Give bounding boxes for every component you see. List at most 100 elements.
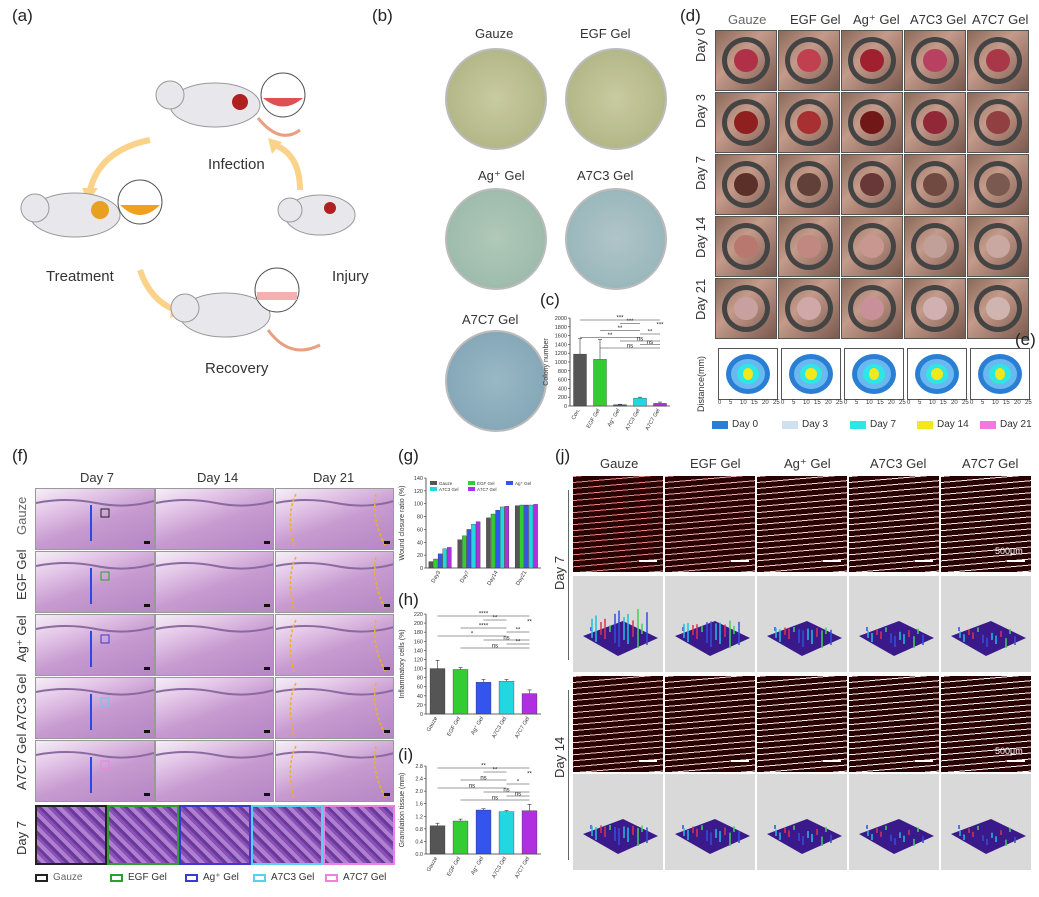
y-tick-label: 0.8: [415, 827, 423, 833]
bar: [533, 504, 538, 569]
x-tick-label: A7C7 Gel: [514, 716, 531, 740]
photo-col-gauze: Gauze: [728, 12, 767, 27]
panel-j-label: (j): [555, 446, 571, 465]
legend-day0: Day 0: [732, 419, 759, 430]
wound-trace-legend: Day 0 Day 3 Day 7 Day 14 Day 21: [712, 418, 1037, 432]
x-tick-label: Day3: [430, 570, 442, 584]
y-tick-label: 1200: [555, 351, 567, 357]
fluorescence-image: [757, 476, 847, 572]
bar: [462, 535, 467, 569]
histology-image: [275, 740, 394, 802]
he-legend-gauze: Gauze: [53, 872, 83, 883]
wound-photo: [841, 278, 903, 339]
heatmap-tick: 10: [866, 400, 873, 406]
rat-treatment-icon: [20, 179, 163, 238]
bar: [437, 553, 443, 569]
wound-photo: [778, 216, 840, 277]
y-tick-label: 40: [417, 694, 423, 700]
y-tick-label: 20: [417, 553, 423, 559]
histology-zoom-image: [251, 805, 323, 865]
significance-mark: ns: [503, 636, 509, 642]
histology-image: [155, 614, 274, 676]
he-row-a7c7: A7C7 Gel: [14, 733, 29, 790]
fluorescence-image: [849, 676, 939, 772]
he-legend-a7c3: A7C3 Gel: [271, 872, 315, 883]
wound-photo: [904, 154, 966, 215]
wound-photo-grid: [715, 30, 1033, 340]
heatmap-tick: 25: [773, 400, 780, 406]
y-tick-label: 2.0: [415, 789, 423, 795]
he-row-a7c3: A7C3 Gel: [14, 673, 29, 730]
granulation-tissue-chart: 0.0 0.4 0.8 1.2 1.6 2.0 2.4 2.8 Granulation tiss…: [399, 764, 541, 880]
y-tick-label: 60: [417, 527, 423, 533]
heatmap-tick: 0: [718, 400, 722, 406]
fluo-col-gauze: Gauze: [600, 456, 639, 471]
he-row-egf: EGF Gel: [14, 549, 29, 600]
wound-trace-plot: [907, 348, 967, 400]
bar: [500, 506, 505, 569]
fluorescence-image: [665, 676, 755, 772]
bar: [593, 359, 607, 407]
x-tick-label: A7C7 Gel: [645, 408, 662, 432]
heatmap-tick: 20: [951, 400, 958, 406]
bar: [613, 404, 627, 407]
intensity-surface-plot: [573, 774, 663, 870]
panel-c-label: (c): [540, 290, 560, 309]
histology-image: [35, 551, 155, 613]
bar: [442, 548, 447, 569]
x-tick-label: A7C3 Gel: [491, 716, 508, 740]
significance-mark: ***: [656, 323, 664, 329]
bar: [452, 820, 469, 855]
heatmap-tick: 5: [981, 400, 985, 406]
fluorescence-image: [573, 676, 663, 772]
heatmap-tick: 0: [970, 400, 974, 406]
petri-dish-egf: [565, 48, 667, 150]
bar: [633, 397, 647, 407]
y-tick-label: 0: [564, 404, 567, 410]
y-tick-label: 40: [417, 540, 423, 546]
significance-mark: **: [608, 333, 613, 339]
legend-swatch: [506, 481, 513, 485]
histology-zoom-image: [323, 805, 395, 865]
scale-bar-label: 500μm: [995, 546, 1023, 556]
bar: [429, 668, 446, 715]
histology-image: [155, 677, 274, 739]
panel-g-label: (g): [398, 446, 419, 465]
intensity-surface-plot: [757, 774, 847, 870]
bar: [504, 506, 510, 569]
y-tick-label: 200: [558, 395, 567, 401]
y-tick-label: 100: [414, 502, 423, 508]
x-tick-label: A7C3 Gel: [491, 856, 508, 880]
intensity-surface-plot: [665, 774, 755, 870]
y-tick-label: 180: [414, 630, 423, 636]
intensity-surface-plot: [573, 576, 663, 672]
bar: [447, 547, 452, 569]
significance-mark: ns: [492, 644, 498, 650]
y-tick-label: 0: [420, 712, 423, 718]
y-tick-label: 60: [417, 685, 423, 691]
histology-image: [35, 614, 155, 676]
y-tick-label: 0: [420, 566, 423, 572]
bar: [471, 524, 476, 569]
heatmap-tick: 15: [751, 400, 758, 406]
legend-swatch-day21: [980, 421, 996, 429]
heatmap-tick: 20: [888, 400, 895, 406]
wound-photo: [904, 278, 966, 339]
wound-photo: [841, 30, 903, 91]
wound-trace-plot: [718, 348, 778, 400]
legend-day14: Day 14: [937, 419, 969, 430]
fluorescence-image: 500μm: [941, 476, 1031, 572]
y-tick-label: 2000: [555, 316, 567, 322]
panel-f-label: (f): [12, 446, 29, 465]
bar: [452, 669, 469, 715]
photo-row-day7: Day 7: [693, 156, 708, 190]
significance-mark: ****: [479, 612, 489, 618]
dish-label-ag: Ag⁺ Gel: [478, 168, 525, 183]
y-axis-label: Wound closure ratio (%): [399, 486, 406, 561]
y-axis-label: Granulation tissue (mm): [399, 773, 406, 848]
y-axis-label: Inflammatory cells (%): [399, 629, 406, 698]
bar: [428, 561, 434, 569]
y-tick-label: 20: [417, 703, 423, 709]
y-tick-label: 160: [414, 639, 423, 645]
photo-row-day0: Day 0: [693, 28, 708, 62]
